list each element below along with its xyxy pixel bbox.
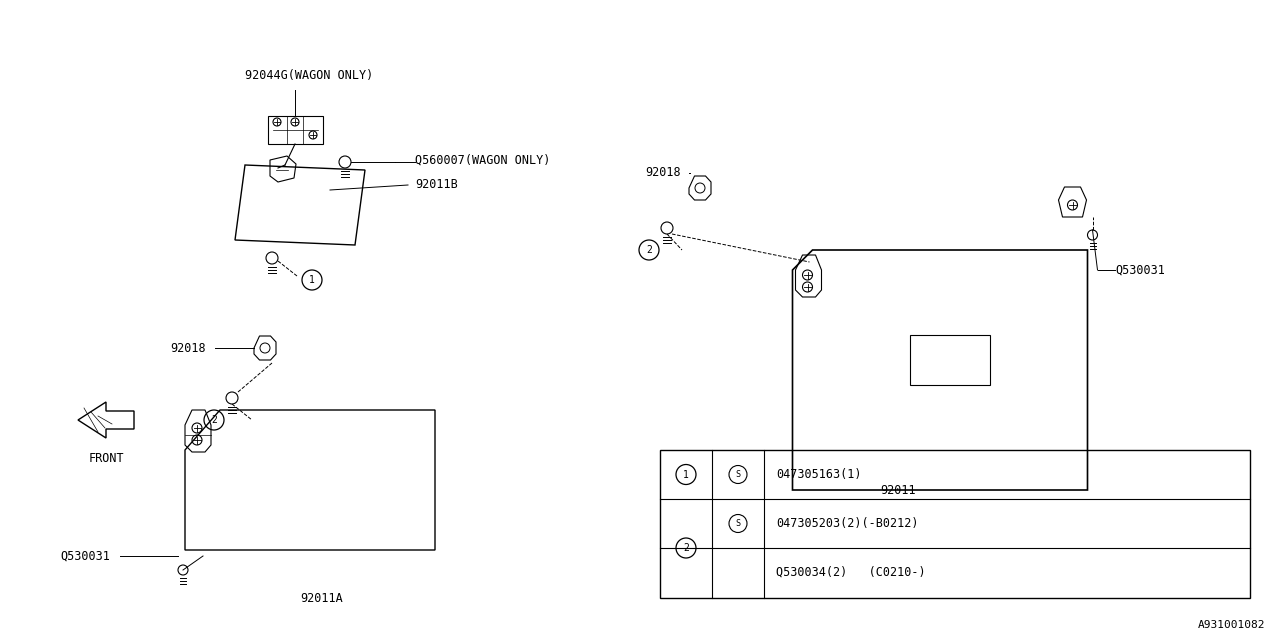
Text: S: S [736, 470, 741, 479]
Text: 047305203(2)(-B0212): 047305203(2)(-B0212) [776, 517, 919, 530]
Text: S: S [736, 519, 741, 528]
Text: FRONT: FRONT [88, 452, 124, 465]
Text: 92011: 92011 [881, 483, 915, 497]
Text: 2: 2 [646, 245, 652, 255]
Bar [910, 335, 989, 385]
Text: 1: 1 [308, 275, 315, 285]
Text: 92018: 92018 [170, 342, 206, 355]
Text: 92011B: 92011B [415, 179, 458, 191]
Text: 92011A: 92011A [300, 591, 343, 605]
Text: 047305163(1): 047305163(1) [776, 468, 861, 481]
Text: 92044G(WAGON ONLY): 92044G(WAGON ONLY) [244, 68, 374, 81]
Text: A931001082: A931001082 [1198, 620, 1265, 630]
Text: Q530031: Q530031 [1115, 264, 1165, 276]
Bar [660, 450, 1251, 598]
Text: 92018: 92018 [645, 166, 681, 179]
Text: 1: 1 [684, 470, 689, 479]
Text: Q560007(WAGON ONLY): Q560007(WAGON ONLY) [415, 154, 550, 166]
Text: 2: 2 [684, 543, 689, 553]
Text: Q530034(2)   (C0210-): Q530034(2) (C0210-) [776, 566, 925, 579]
Text: 2: 2 [211, 415, 216, 425]
Text: Q530031: Q530031 [60, 550, 110, 563]
